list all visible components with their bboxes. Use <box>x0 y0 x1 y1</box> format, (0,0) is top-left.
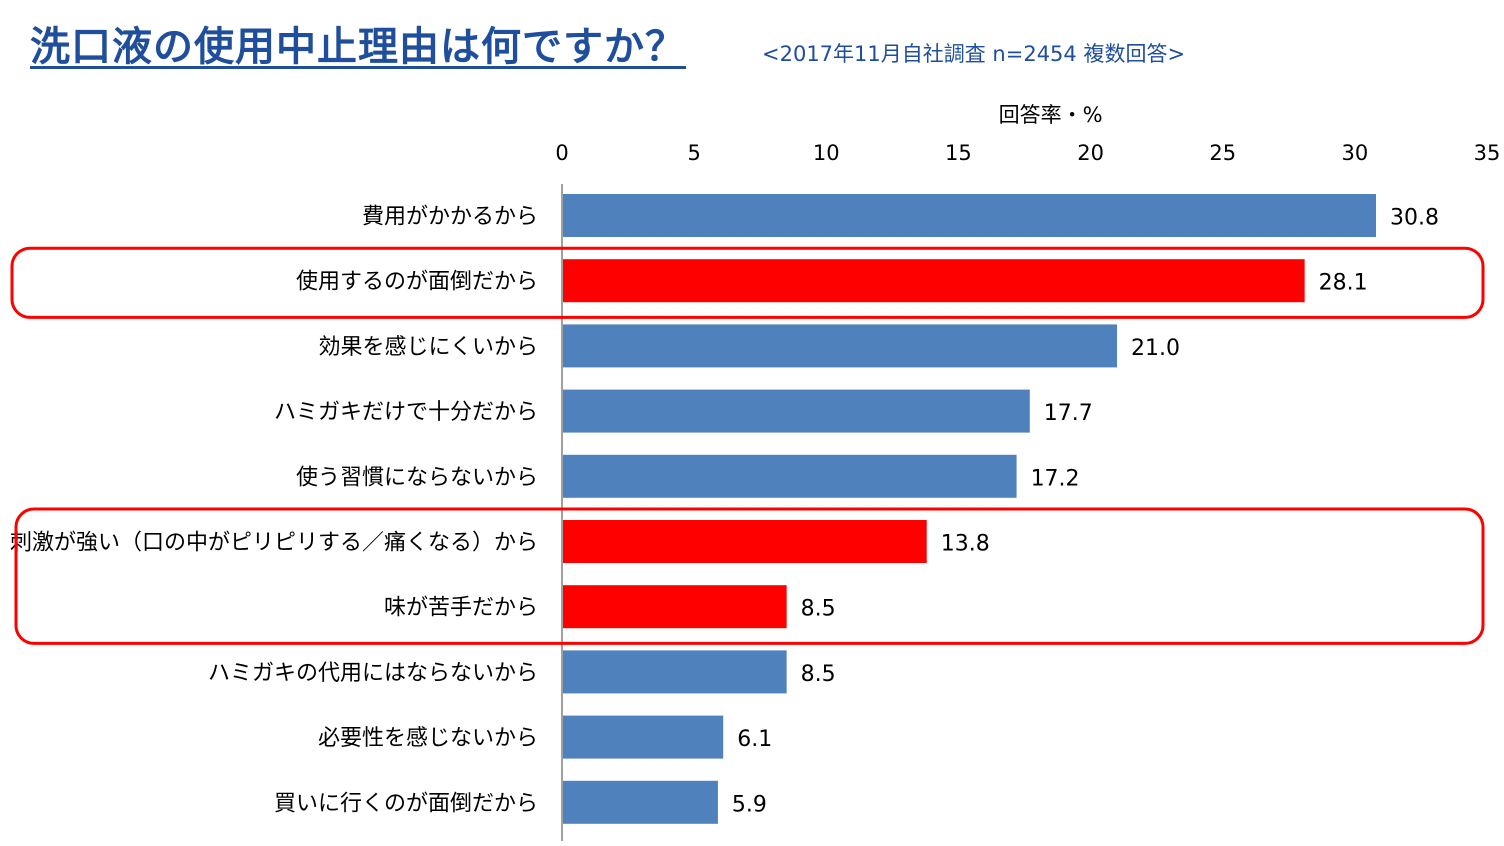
bar <box>563 585 787 629</box>
highlight-box <box>10 246 1485 319</box>
data-label: 8.5 <box>801 662 836 687</box>
x-tick-label: 15 <box>945 141 972 165</box>
x-tick-label: 0 <box>555 141 568 165</box>
category-label: ハミガキの代用にはならないから <box>208 661 538 686</box>
bar <box>563 259 1305 303</box>
data-label: 17.2 <box>1031 466 1080 491</box>
x-tick-label: 30 <box>1341 141 1368 165</box>
x-tick-label: 10 <box>813 141 840 165</box>
highlight-box <box>14 507 1485 645</box>
category-label: 使用するのが面倒だから <box>296 270 538 295</box>
category-label: 費用がかかるから <box>362 205 538 230</box>
category-label: 買いに行くのが面倒だから <box>274 791 538 816</box>
x-tick-label: 35 <box>1474 141 1501 165</box>
bar <box>563 194 1376 237</box>
bar <box>563 715 724 759</box>
bar <box>563 780 718 824</box>
data-label: 5.9 <box>732 792 767 817</box>
category-label: 効果を感じにくいから <box>318 335 538 360</box>
survey-subtitle: <2017年11月自社調査 n=2454 複数回答> <box>762 42 1186 66</box>
data-label: 30.8 <box>1390 206 1439 231</box>
bar <box>563 520 927 563</box>
bar <box>563 650 787 694</box>
bar <box>563 389 1030 433</box>
category-label: ハミガキだけで十分だから <box>274 400 538 425</box>
data-label: 17.7 <box>1044 401 1093 426</box>
category-label: 刺激が強い（口の中がピリピリする／痛くなる）から <box>10 531 538 556</box>
data-label: 28.1 <box>1319 271 1368 296</box>
x-tick-label: 20 <box>1077 141 1104 165</box>
category-label: 味が苦手だから <box>384 596 538 621</box>
category-label: 使う習慣にならないから <box>296 465 538 490</box>
data-label: 6.1 <box>737 727 772 752</box>
bar <box>563 324 1117 368</box>
x-tick-label: 5 <box>687 141 700 165</box>
x-tick-label: 25 <box>1209 141 1236 165</box>
data-label: 13.8 <box>941 532 990 557</box>
data-label: 21.0 <box>1131 336 1180 361</box>
category-label: 必要性を感じないから <box>318 726 538 751</box>
data-label: 8.5 <box>801 597 836 622</box>
x-axis-title: 回答率・% <box>999 103 1103 127</box>
page-title: 洗口液の使用中止理由は何ですか？ <box>30 24 686 70</box>
bar <box>563 454 1017 498</box>
